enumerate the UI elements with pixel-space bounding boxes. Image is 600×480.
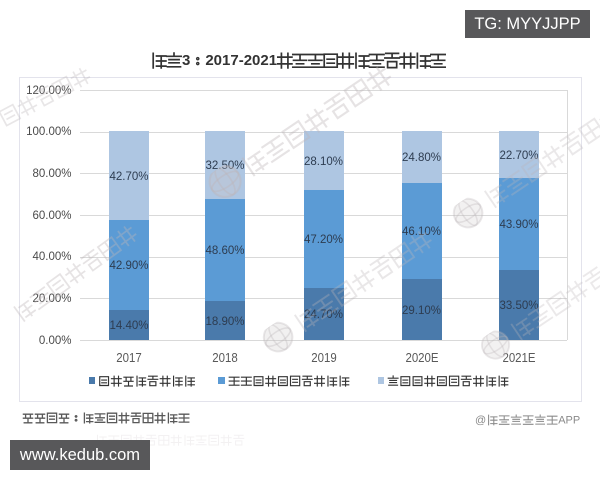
svg-text:APP: APP bbox=[558, 415, 580, 427]
svg-text:@: @ bbox=[475, 415, 486, 427]
